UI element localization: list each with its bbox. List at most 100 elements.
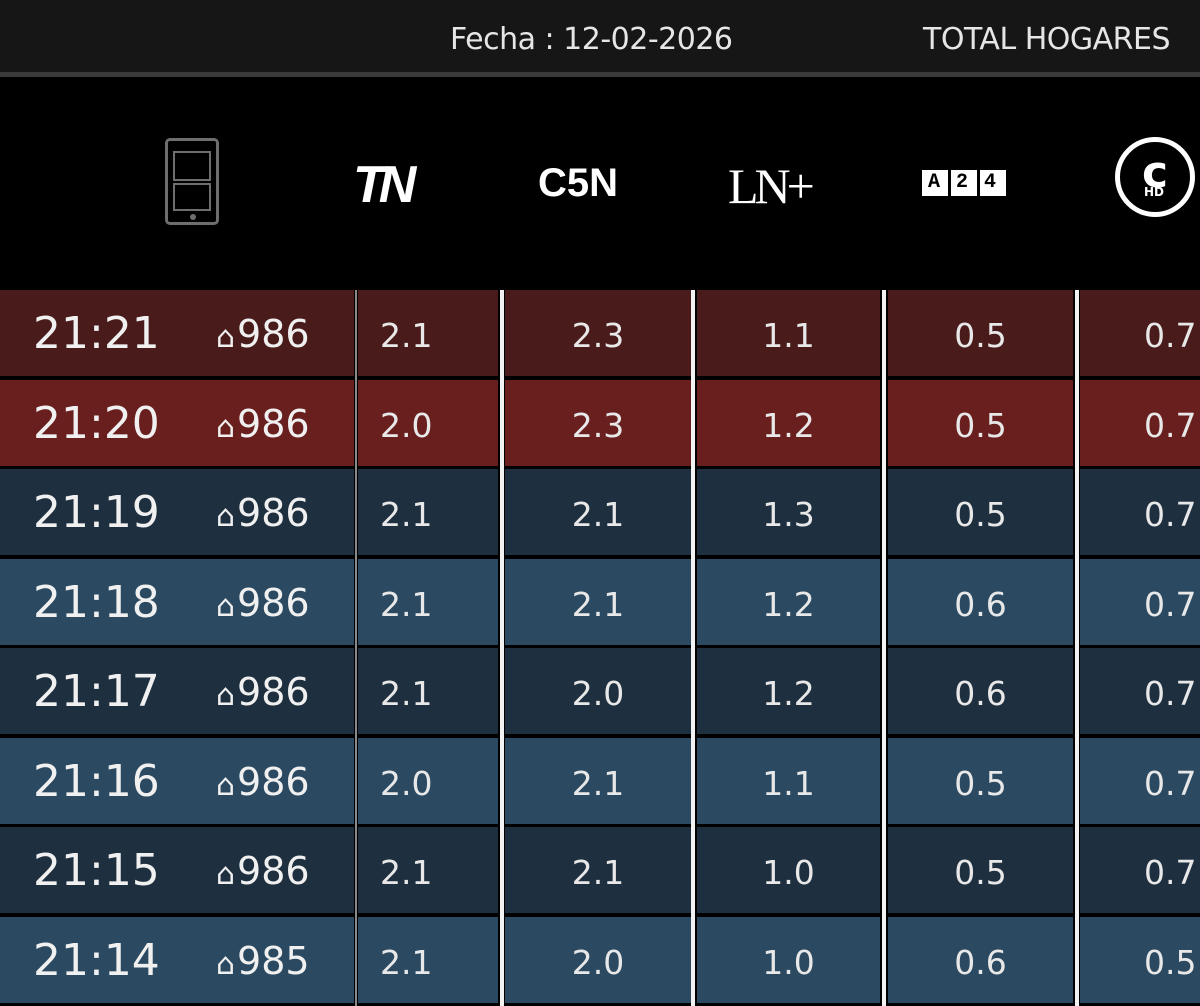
channel-logo-ln: LN+	[728, 157, 811, 215]
column-divider	[500, 738, 504, 828]
house-icon: ⌂	[216, 678, 235, 713]
time-cell: 21:17 ⌂986	[0, 648, 354, 734]
rating-cell-ln-: 1.1	[697, 290, 880, 376]
column-divider	[355, 290, 357, 380]
column-divider	[1075, 380, 1079, 470]
column-divider	[355, 917, 357, 1006]
rating-value: 2.1	[505, 585, 691, 624]
rating-value: 2.0	[380, 406, 498, 445]
rating-value: 2.0	[505, 674, 691, 713]
column-divider	[882, 738, 886, 828]
rating-value: 1.2	[697, 406, 880, 445]
column-divider	[882, 559, 886, 649]
rating-value: 0.5	[888, 853, 1073, 892]
rating-cell-c5n: 2.1	[505, 469, 691, 555]
rating-value: 2.0	[380, 764, 498, 803]
rating-value: 1.0	[697, 943, 880, 982]
column-divider	[500, 380, 504, 470]
time-cell: 21:19 ⌂986	[0, 469, 354, 555]
rating-cell-ln-: 1.0	[697, 827, 880, 913]
homes-value: 985	[237, 939, 310, 983]
rating-cell-c5n: 2.3	[505, 290, 691, 376]
rating-cell-c5n: 2.3	[505, 380, 691, 466]
homes-value: 986	[237, 849, 310, 893]
homes-count: ⌂985	[216, 939, 310, 983]
column-divider	[691, 648, 695, 738]
rating-cell-hd: 0.7	[1080, 738, 1200, 824]
column-divider	[1075, 290, 1079, 380]
rating-cell-hd: 0.7	[1080, 559, 1200, 645]
rating-cell-a24: 0.5	[888, 827, 1073, 913]
house-icon: ⌂	[216, 410, 235, 445]
rating-value: 2.1	[380, 316, 498, 355]
rating-cell-a24: 0.6	[888, 648, 1073, 734]
rating-cell-hd: 0.7	[1080, 827, 1200, 913]
rating-value: 2.1	[505, 853, 691, 892]
rating-value: 0.5	[1144, 943, 1200, 982]
rating-value: 2.3	[505, 406, 691, 445]
house-icon: ⌂	[216, 947, 235, 982]
column-divider	[691, 917, 695, 1006]
rating-cell-a24: 0.5	[888, 380, 1073, 466]
rating-value: 0.5	[888, 316, 1073, 355]
time-cell: 21:15 ⌂986	[0, 827, 354, 913]
homes-value: 986	[237, 760, 310, 804]
rating-cell-hd: 0.5	[1080, 917, 1200, 1003]
rating-value: 2.1	[505, 495, 691, 534]
rating-cell-tn: 2.0	[358, 738, 498, 824]
channel-logo-tn: TN	[353, 155, 410, 215]
rating-value: 2.0	[505, 943, 691, 982]
rating-value: 0.5	[888, 764, 1073, 803]
rating-cell-ln-: 1.2	[697, 559, 880, 645]
rating-value: 2.1	[380, 853, 498, 892]
rating-cell-c5n: 2.0	[505, 917, 691, 1003]
homes-count: ⌂986	[216, 849, 310, 893]
rating-cell-tn: 2.1	[358, 648, 498, 734]
rating-value: 2.1	[505, 764, 691, 803]
rating-value: 1.1	[697, 316, 880, 355]
rating-cell-ln-: 1.2	[697, 380, 880, 466]
column-divider	[500, 290, 504, 380]
house-icon: ⌂	[216, 857, 235, 892]
column-divider	[882, 469, 886, 559]
rating-value: 2.1	[380, 674, 498, 713]
column-divider	[882, 290, 886, 380]
rating-cell-hd: 0.7	[1080, 290, 1200, 376]
column-divider	[882, 827, 886, 917]
column-divider	[1075, 917, 1079, 1006]
rating-value: 0.7	[1144, 585, 1200, 624]
rating-value: 0.5	[888, 406, 1073, 445]
column-divider	[500, 827, 504, 917]
column-divider	[1075, 469, 1079, 559]
house-icon: ⌂	[216, 320, 235, 355]
column-divider	[355, 469, 357, 559]
rating-value: 2.1	[380, 943, 498, 982]
house-icon: ⌂	[216, 499, 235, 534]
mobile-stats-icon	[165, 138, 219, 225]
column-divider	[1075, 648, 1079, 738]
rating-cell-tn: 2.0	[358, 380, 498, 466]
homes-count: ⌂986	[216, 581, 310, 625]
column-divider	[691, 380, 695, 470]
date-label: Fecha : 12-02-2026	[450, 22, 733, 57]
column-divider	[882, 917, 886, 1006]
rating-value: 0.6	[888, 943, 1073, 982]
column-divider	[691, 290, 695, 380]
rating-value: 1.2	[697, 585, 880, 624]
time-cell: 21:21 ⌂986	[0, 290, 354, 376]
rating-cell-a24: 0.6	[888, 559, 1073, 645]
time-label: 21:19	[33, 487, 160, 538]
rating-cell-ln-: 1.0	[697, 917, 880, 1003]
time-cell: 21:18 ⌂986	[0, 559, 354, 645]
column-divider	[500, 559, 504, 649]
rating-value: 1.1	[697, 764, 880, 803]
